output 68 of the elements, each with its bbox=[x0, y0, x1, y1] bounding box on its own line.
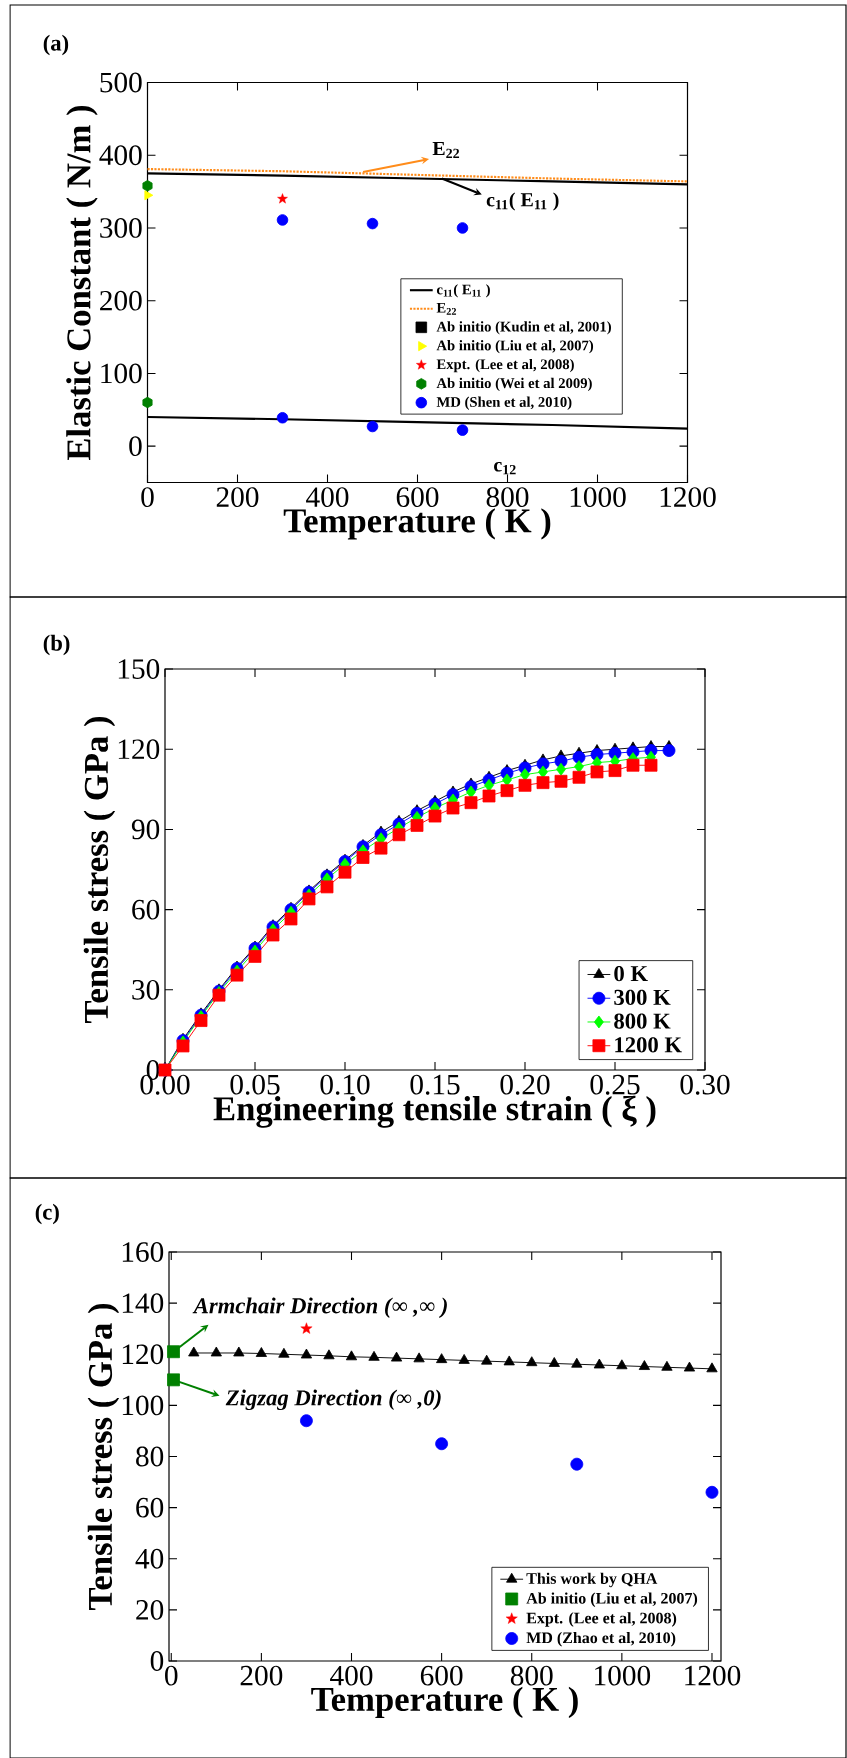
x-axis-title: Temperature ( K ) bbox=[283, 508, 551, 540]
legend-label: Ab initio (Kudin et al, 2001) bbox=[436, 321, 611, 335]
annotation: Zigzag Direction (∞ ,0) bbox=[225, 1389, 441, 1411]
y-tick-label: 200 bbox=[100, 290, 142, 311]
y-tick-label: 20 bbox=[136, 1599, 164, 1620]
y-tick-label: 400 bbox=[99, 145, 142, 166]
x-tick-label: 0.15 bbox=[410, 1074, 460, 1095]
y-tick-label: 120 bbox=[118, 739, 160, 760]
chart-title: (c) bbox=[35, 1203, 59, 1225]
y-tick-label: 40 bbox=[135, 1548, 164, 1569]
x-tick-label: 1000 bbox=[570, 487, 626, 508]
y-axis-title: Tensile stress ( GPa ) bbox=[87, 1303, 120, 1611]
y-tick-label: 60 bbox=[132, 899, 160, 920]
legend-label: 1200 K bbox=[615, 1037, 682, 1053]
x-tick-label: 1000 bbox=[595, 1665, 651, 1686]
legend-label: Ab initio (Liu et al, 2007) bbox=[526, 1592, 698, 1607]
y-tick-label: 120 bbox=[122, 1344, 164, 1365]
y-tick-label: 0 bbox=[129, 436, 142, 457]
x-tick-label: 600 bbox=[396, 487, 439, 508]
y-tick-label: 160 bbox=[122, 1242, 164, 1262]
legend-label: E$_{22}$ bbox=[436, 302, 457, 315]
legend-label: Ab initio (Wei et al 2009) bbox=[436, 377, 592, 392]
y-tick-label: 80 bbox=[136, 1446, 164, 1467]
y-tick-label: 0 bbox=[150, 1651, 164, 1671]
legend-label: This work by QHA bbox=[526, 1572, 658, 1588]
y-tick-label: 90 bbox=[131, 819, 160, 840]
x-tick-label: 800 bbox=[486, 487, 529, 508]
x-tick-label: 1200 bbox=[685, 1665, 741, 1686]
legend-label: 0 K bbox=[614, 965, 648, 982]
legend-label: MD (Shen et al, 2010) bbox=[436, 396, 572, 410]
legend-label: 800 K bbox=[614, 1013, 671, 1029]
y-axis-title: Elastic Constant ( N/m ) bbox=[66, 105, 98, 461]
legend-label: MD (Zhao et al, 2010) bbox=[526, 1631, 676, 1647]
x-tick-label: 0.10 bbox=[320, 1074, 370, 1095]
x-tick-label: 0.30 bbox=[680, 1074, 730, 1095]
x-axis-title: Engineering tensile strain ( ξ ) bbox=[213, 1095, 656, 1128]
y-tick-label: 30 bbox=[132, 979, 160, 1000]
x-tick-label: 200 bbox=[216, 487, 259, 508]
chart-title: (a) bbox=[43, 34, 69, 56]
x-tick-label: 200 bbox=[240, 1665, 283, 1686]
y-tick-label: 60 bbox=[136, 1497, 164, 1518]
annotation: Armchair Direction (∞ ,∞ ) bbox=[192, 1297, 447, 1318]
y-tick-label: 150 bbox=[118, 659, 160, 679]
legend-label: Expt. (Lee et al, 2008) bbox=[526, 1612, 677, 1627]
x-tick-label: 0 bbox=[165, 1665, 178, 1686]
y-tick-label: 300 bbox=[100, 218, 142, 238]
y-axis-title: Tensile stress ( GPa ) bbox=[83, 716, 116, 1024]
legend-label: Ab initio (Liu et al, 2007) bbox=[436, 340, 594, 354]
annotation: c$_{11}$( E$_{11}$ ) bbox=[486, 192, 559, 211]
x-tick-label: 1200 bbox=[660, 487, 716, 508]
annotation: c$_{12}$ bbox=[494, 461, 516, 475]
x-tick-label: 0.25 bbox=[590, 1074, 640, 1095]
y-tick-label: 100 bbox=[122, 1395, 164, 1416]
y-tick-label: 140 bbox=[122, 1293, 164, 1314]
legend-label: c$_{11}$( E$_{11}$ ) bbox=[436, 284, 490, 298]
annotation: E$_{22}$ bbox=[432, 141, 460, 158]
chart-title: (b) bbox=[43, 634, 70, 656]
x-tick-label: 800 bbox=[510, 1665, 553, 1686]
x-tick-label: 0.05 bbox=[230, 1074, 280, 1095]
x-tick-label: 0.20 bbox=[500, 1074, 550, 1095]
y-tick-label: 500 bbox=[100, 72, 142, 93]
legend-label: 300 K bbox=[614, 989, 671, 1005]
x-tick-label: 400 bbox=[330, 1665, 373, 1686]
legend-label: Expt. (Lee et al, 2008) bbox=[436, 358, 574, 373]
y-tick-label: 100 bbox=[101, 363, 142, 384]
x-tick-label: 600 bbox=[420, 1665, 463, 1686]
x-tick-label: 400 bbox=[306, 487, 349, 508]
x-axis-title: Temperature ( K ) bbox=[311, 1686, 578, 1719]
